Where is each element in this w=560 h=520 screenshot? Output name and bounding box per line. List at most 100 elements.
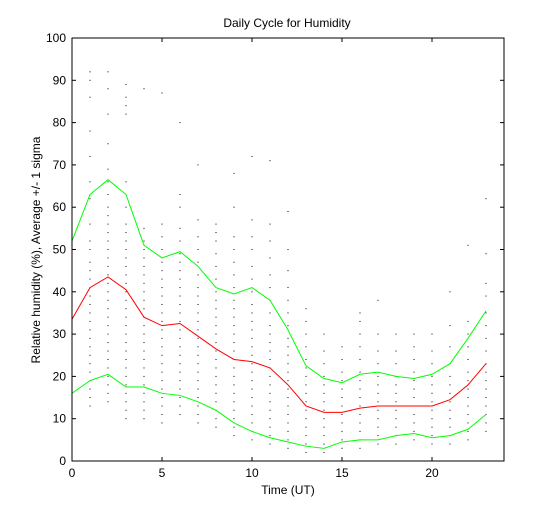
scatter-point [377,333,379,335]
scatter-point [197,274,199,276]
scatter-point [143,409,145,411]
scatter-point [233,172,235,174]
scatter-point [89,155,91,157]
scatter-point [269,274,271,276]
scatter-point [431,435,433,437]
scatter-point [341,430,343,432]
scatter-point [215,223,217,225]
scatter-point [179,270,181,272]
scatter-point [323,426,325,428]
scatter-point [161,312,163,314]
scatter-point [161,295,163,297]
scatter-point [305,375,307,377]
scatter-point [215,308,217,310]
scatter-point [287,380,289,382]
scatter-point [215,350,217,352]
series-layer [71,179,487,449]
scatter-point [89,249,91,250]
scatter-point [485,405,487,407]
scatter-point [179,253,181,255]
scatter-point [449,426,451,428]
scatter-point [161,278,163,280]
scatter-point [161,371,163,373]
scatter-point [341,405,343,407]
scatter-point [125,249,127,250]
scatter-point [179,240,181,242]
scatter-point [485,430,487,432]
scatter-point [233,392,235,394]
scatter-point [143,291,145,293]
scatter-point [89,397,91,399]
y-tick-label: 10 [53,412,67,426]
scatter-point [197,249,199,250]
scatter-point [125,401,127,403]
scatter-point [323,452,325,454]
scatter-point [287,413,289,415]
scatter-point [125,316,127,318]
scatter-point [107,181,109,183]
scatter-point [287,210,289,212]
scatter-point [305,320,307,322]
scatter-point [161,346,163,348]
scatter-point [323,333,325,335]
x-tick-label: 20 [425,466,439,480]
scatter-point [233,375,235,377]
scatter-point [215,342,217,344]
scatter-point [143,358,145,360]
scatter-point [233,342,235,344]
scatter-point [269,312,271,314]
scatter-point [89,295,91,297]
scatter-point [413,430,415,432]
scatter-point [179,303,181,305]
scatter-point [287,397,289,399]
y-tick-label: 100 [46,31,66,45]
scatter-point [233,308,235,310]
scatter-point [179,329,181,331]
scatter-point [431,426,433,428]
scatter-point [287,337,289,339]
scatter-point [161,270,163,272]
x-tick-label: 0 [69,466,76,480]
scatter-point [125,282,127,284]
scatter-point [449,392,451,394]
scatter-point [125,418,127,420]
scatter-point [359,405,361,407]
scatter-point [179,312,181,314]
scatter-point [323,350,325,352]
scatter-point [125,105,127,107]
scatter-point [233,274,235,276]
scatter-point [287,270,289,272]
scatter-point [251,380,253,382]
scatter-point [143,282,145,284]
average-line [71,276,487,413]
scatter-point [89,223,91,225]
y-tick-label: 80 [53,116,67,130]
scatter-point [377,426,379,428]
scatter-point [359,333,361,335]
scatter-point [467,388,469,390]
scatter-point [269,409,271,411]
scatter-point [161,354,163,356]
scatter-point [305,435,307,437]
scatter-point [107,291,109,293]
scatter-point [161,261,163,263]
scatter-point [485,388,487,390]
scatter-point [305,452,307,454]
scatter-point [467,439,469,441]
scatter-point [233,316,235,318]
scatter-point [341,422,343,424]
scatter-point [269,223,271,225]
scatter-point [269,401,271,403]
scatter-point [197,346,199,348]
scatter-point [107,392,109,394]
scatter-point [449,384,451,386]
scatter-point [215,375,217,377]
scatter-point [125,367,127,369]
scatter-point [467,405,469,407]
scatter-point [251,413,253,415]
scatter-point [143,249,145,250]
scatter-point [413,439,415,441]
scatter-point [467,430,469,432]
scatter-point [431,443,433,445]
scatter-point [89,181,91,183]
